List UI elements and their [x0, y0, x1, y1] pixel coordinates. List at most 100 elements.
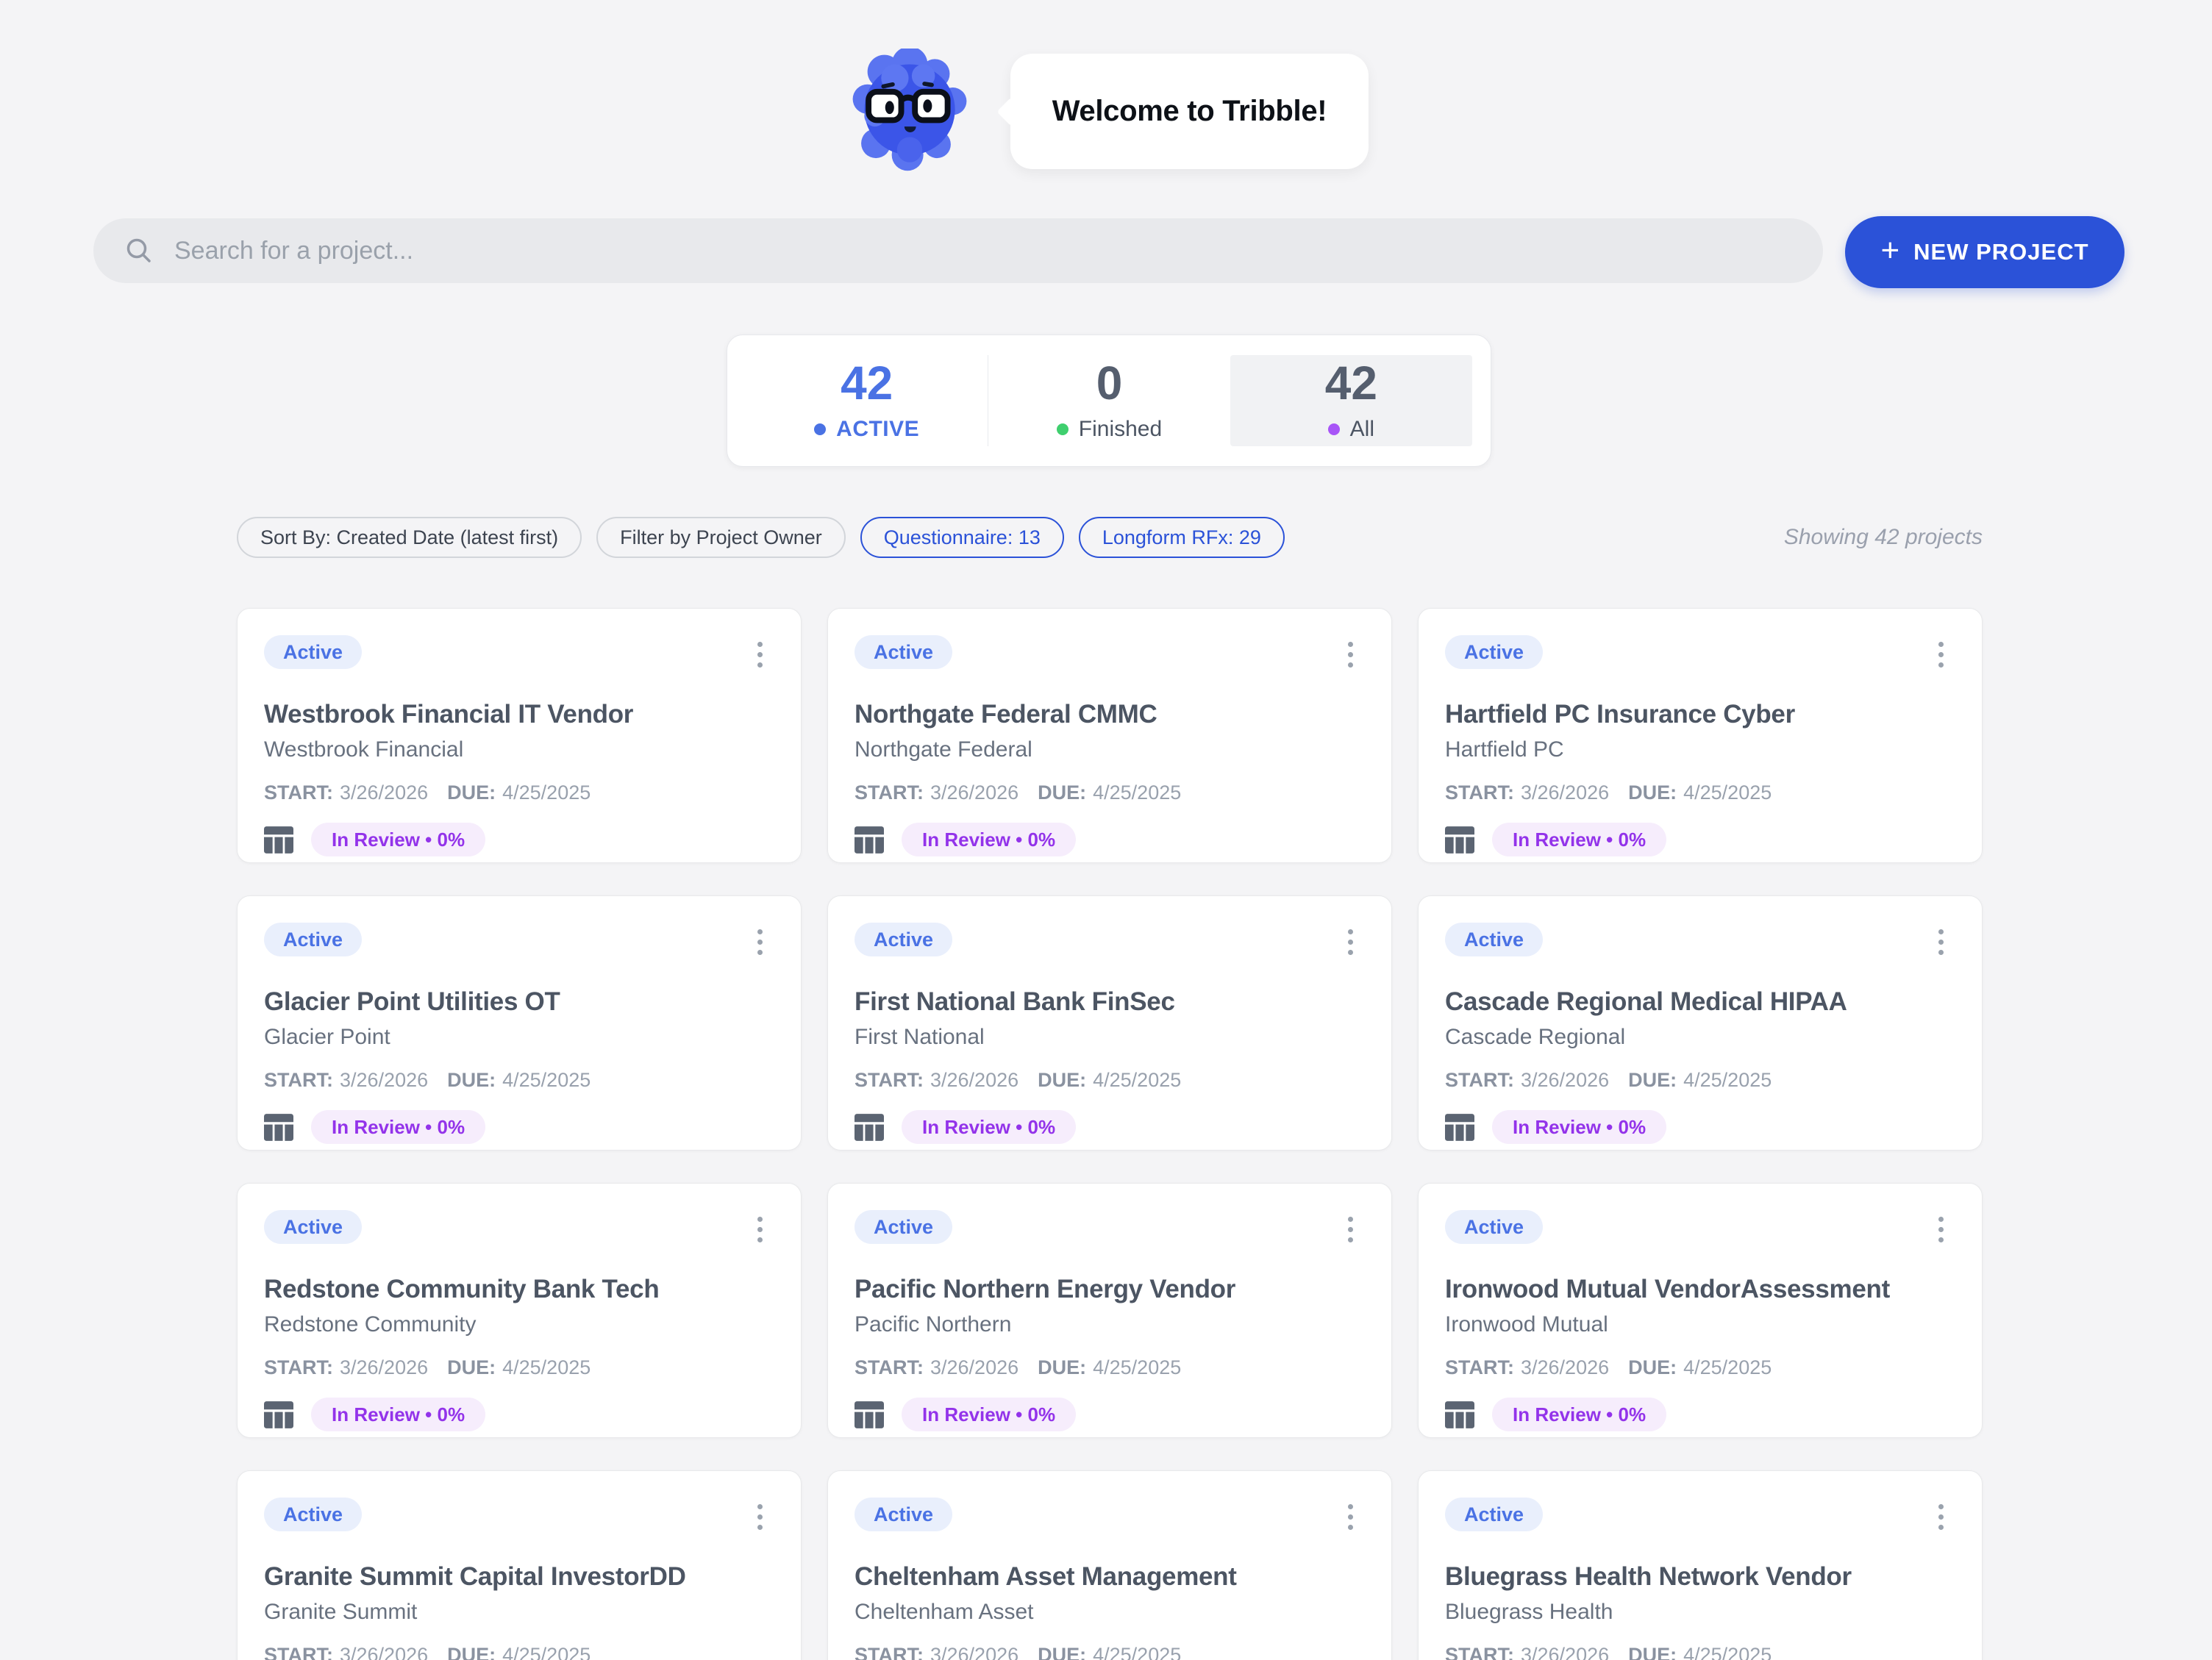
table-icon [264, 1113, 293, 1141]
status-badge: Active [264, 1210, 363, 1244]
progress-status-badge: In Review • 0% [902, 1398, 1077, 1431]
due-date: 4/25/2025 [1683, 781, 1772, 804]
start-date: 3/26/2026 [930, 781, 1019, 804]
due-date: 4/25/2025 [502, 1356, 591, 1378]
due-date: 4/25/2025 [1093, 781, 1182, 804]
search-input[interactable] [174, 236, 1794, 265]
longform-rfx-filter-chip[interactable]: Longform RFx: 29 [1078, 517, 1285, 558]
tribble-mascot-logo [852, 49, 967, 171]
kebab-menu-button[interactable] [1335, 1496, 1365, 1537]
progress-status-badge: In Review • 0% [311, 1398, 486, 1431]
welcome-text: Welcome to Tribble! [1052, 95, 1327, 127]
showing-projects-count: Showing 42 projects [1783, 525, 1983, 549]
start-label: START: [1445, 781, 1514, 804]
stats-tab-active[interactable]: 42 ACTIVE [746, 355, 988, 446]
project-card[interactable]: Active Hartfield PC Insurance Cyber Hart… [1418, 608, 1983, 863]
start-date: 3/26/2026 [930, 1644, 1019, 1660]
status-badge: Active [855, 1210, 953, 1244]
project-card[interactable]: Active Redstone Community Bank Tech Reds… [237, 1183, 802, 1438]
finished-dot-icon [1056, 423, 1068, 435]
start-date: 3/26/2026 [340, 1069, 429, 1091]
start-label: START: [855, 781, 924, 804]
all-dot-icon [1327, 423, 1340, 435]
kebab-menu-button[interactable] [745, 1209, 774, 1250]
project-dates: START: 3/26/2026 DUE: 4/25/2025 [855, 1356, 1365, 1379]
project-dates: START: 3/26/2026 DUE: 4/25/2025 [1445, 1644, 1955, 1660]
new-project-button[interactable]: + NEW PROJECT [1845, 216, 2124, 288]
table-icon [855, 826, 884, 854]
status-badge: Active [264, 635, 363, 669]
progress-status-badge: In Review • 0% [311, 1110, 486, 1144]
project-title: Northgate Federal CMMC [855, 700, 1157, 729]
project-title: Pacific Northern Energy Vendor [855, 1275, 1236, 1303]
start-label: START: [264, 781, 333, 804]
stats-tab-finished[interactable]: 0 Finished [988, 355, 1230, 446]
questionnaire-filter-chip[interactable]: Questionnaire: 13 [860, 517, 1064, 558]
kebab-menu-button[interactable] [1335, 921, 1365, 962]
filter-owner-chip[interactable]: Filter by Project Owner [596, 517, 846, 558]
project-subtitle: Glacier Point [264, 1025, 390, 1049]
due-date: 4/25/2025 [1093, 1069, 1182, 1091]
start-date: 3/26/2026 [930, 1069, 1019, 1091]
sort-by-chip[interactable]: Sort By: Created Date (latest first) [237, 517, 582, 558]
start-date: 3/26/2026 [340, 781, 429, 804]
kebab-menu-button[interactable] [1926, 921, 1955, 962]
start-label: START: [855, 1356, 924, 1378]
due-date: 4/25/2025 [1093, 1356, 1182, 1378]
start-date: 3/26/2026 [1521, 1069, 1610, 1091]
due-label: DUE: [1628, 781, 1677, 804]
active-count: 42 [841, 357, 893, 409]
project-search-bar[interactable] [93, 218, 1823, 283]
start-date: 3/26/2026 [930, 1356, 1019, 1378]
due-date: 4/25/2025 [502, 1069, 591, 1091]
project-subtitle: Pacific Northern [855, 1312, 1012, 1337]
project-subtitle: Hartfield PC [1445, 737, 1564, 762]
table-icon [264, 1400, 293, 1428]
kebab-menu-button[interactable] [1335, 634, 1365, 675]
all-count: 42 [1324, 357, 1377, 409]
project-card[interactable]: Active Pacific Northern Energy Vendor Pa… [827, 1183, 1392, 1438]
project-subtitle: Redstone Community [264, 1312, 477, 1337]
kebab-menu-button[interactable] [745, 1496, 774, 1537]
project-card[interactable]: Active Cascade Regional Medical HIPAA Ca… [1418, 895, 1983, 1151]
start-label: START: [1445, 1356, 1514, 1378]
progress-status-badge: In Review • 0% [902, 1110, 1077, 1144]
due-label: DUE: [1038, 1356, 1087, 1378]
due-date: 4/25/2025 [502, 781, 591, 804]
kebab-menu-button[interactable] [745, 921, 774, 962]
project-title: Cheltenham Asset Management [855, 1562, 1237, 1591]
project-card[interactable]: Active Granite Summit Capital InvestorDD… [237, 1470, 802, 1660]
kebab-menu-button[interactable] [1926, 1209, 1955, 1250]
due-label: DUE: [447, 1644, 496, 1660]
project-card[interactable]: Active Glacier Point Utilities OT Glacie… [237, 895, 802, 1151]
project-card[interactable]: Active Ironwood Mutual VendorAssessment … [1418, 1183, 1983, 1438]
status-badge: Active [855, 923, 953, 956]
project-card[interactable]: Active Bluegrass Health Network Vendor B… [1418, 1470, 1983, 1660]
project-card[interactable]: Active Northgate Federal CMMC Northgate … [827, 608, 1392, 863]
start-date: 3/26/2026 [340, 1356, 429, 1378]
project-card[interactable]: Active Cheltenham Asset Management Chelt… [827, 1470, 1392, 1660]
due-label: DUE: [1628, 1644, 1677, 1660]
due-label: DUE: [1038, 1069, 1087, 1091]
active-dot-icon [814, 423, 827, 435]
project-dates: START: 3/26/2026 DUE: 4/25/2025 [264, 1644, 774, 1660]
kebab-menu-button[interactable] [1926, 634, 1955, 675]
project-dates: START: 3/26/2026 DUE: 4/25/2025 [264, 1069, 774, 1092]
due-label: DUE: [1038, 781, 1087, 804]
project-title: Westbrook Financial IT Vendor [264, 700, 634, 729]
table-icon [1445, 1400, 1474, 1428]
project-title: Bluegrass Health Network Vendor [1445, 1562, 1852, 1591]
project-card[interactable]: Active Westbrook Financial IT Vendor Wes… [237, 608, 802, 863]
project-subtitle: Cheltenham Asset [855, 1600, 1034, 1624]
project-card[interactable]: Active First National Bank FinSec First … [827, 895, 1392, 1151]
progress-status-badge: In Review • 0% [1492, 823, 1667, 856]
stats-tab-all[interactable]: 42 All [1230, 355, 1472, 446]
kebab-menu-button[interactable] [1335, 1209, 1365, 1250]
kebab-menu-button[interactable] [1926, 1496, 1955, 1537]
due-date: 4/25/2025 [1683, 1356, 1772, 1378]
table-icon [855, 1400, 884, 1428]
kebab-menu-button[interactable] [745, 634, 774, 675]
project-dates: START: 3/26/2026 DUE: 4/25/2025 [855, 1069, 1365, 1092]
due-date: 4/25/2025 [1683, 1069, 1772, 1091]
